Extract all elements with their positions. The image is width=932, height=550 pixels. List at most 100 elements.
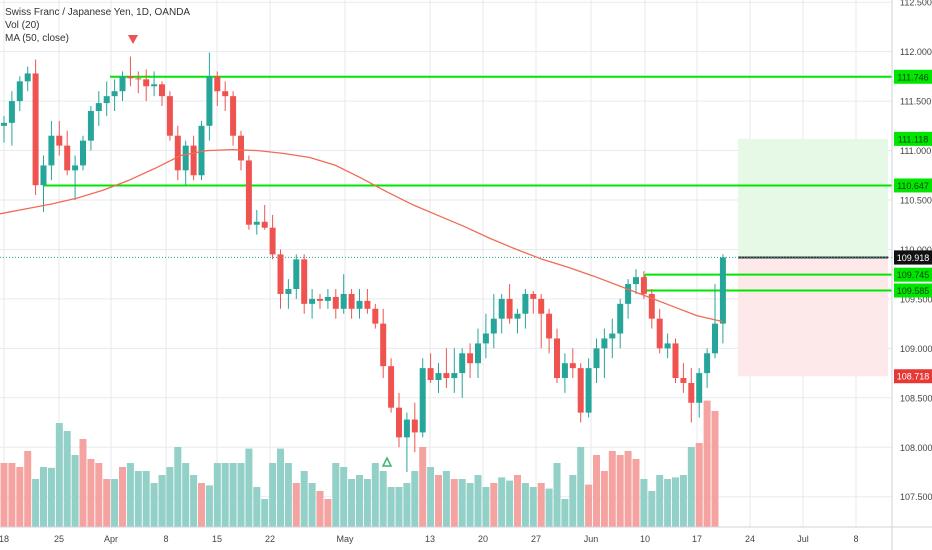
volume-bar [490,483,498,527]
candle-body [696,373,703,403]
volume-bar [395,487,403,527]
volume-bar [198,483,205,527]
chart-legend: Swiss Franc / Japanese Yen, 1D, OANDA Vo… [5,6,190,45]
volume-bar [0,463,8,527]
candle-body [56,135,63,146]
time-tick-label: 8 [853,534,858,544]
candle-body [498,298,505,319]
candle-body [32,73,39,186]
price-tag-label: 109.918 [897,253,930,263]
volume-bar [150,483,158,527]
volume-indicator-label[interactable]: Vol (20) [5,20,40,31]
volume-bar [134,471,142,527]
price-axis[interactable]: 107.500 108.000 108.500 109.000 109.500 110.0… [891,0,932,550]
buy-signal-arrow [381,456,393,467]
time-tick-label: 24 [745,534,755,544]
volume-bar [648,491,656,527]
volume-bar [672,477,679,527]
candle-body [372,308,379,324]
candle-body [506,298,513,319]
time-tick-label: 10 [640,534,650,544]
price-tag-bg [894,369,932,384]
volume-bar [182,463,190,527]
candle-body [490,318,497,334]
candle-body [245,160,252,225]
volume-bar [687,447,695,527]
time-tick-label: Apr [104,534,118,544]
price-tag-label: 109.745 [897,270,930,280]
candle-body [459,353,466,374]
candle-body [451,373,458,379]
volume-bar [371,463,379,527]
candle-body [569,363,576,369]
horizontal-levels[interactable] [44,75,892,292]
candle-body [135,78,142,80]
time-axis[interactable]: 18 25 Apr 8 15 22 May 13 20 27 Jun 10 17 24 Jul 8 [0,526,932,544]
volume-bar [190,475,198,527]
volume-bar [229,463,237,527]
candle-body [143,79,150,87]
candle-body [166,96,173,136]
symbol-title[interactable]: Swiss Franc / Japanese Yen, 1D, OANDA [5,7,191,18]
volume-bar [616,455,624,527]
candle-body [633,277,639,285]
price-tag-bg [894,131,932,146]
volume-bar [703,400,711,527]
target-zone [738,138,888,258]
volume-bar [466,483,474,527]
volume-bar [363,479,371,527]
volume-bar [482,487,490,527]
moving-average-label[interactable]: MA (50, close) [5,33,69,44]
candle-body [672,343,679,379]
candle-body [230,96,237,136]
candle-body [522,293,529,314]
volume-bar [600,471,608,527]
price-tag-label: 109.585 [897,286,930,296]
volume-bar [269,463,277,527]
price-tag-label: 108.718 [897,372,930,382]
candle-body [159,84,165,97]
candle-body [712,323,718,354]
volume-bar [332,463,340,527]
volume-bar [95,463,103,527]
price-tag-bg [894,178,932,193]
volume-bar [324,499,332,527]
price-tick-label: 112.000 [900,47,932,57]
sell-signal-arrow [128,35,138,44]
volume-bar [79,439,87,527]
candle-body [340,293,347,309]
candle-body [332,296,339,309]
volume-bar [624,451,632,527]
candle-body [317,298,323,301]
volume-bar [387,487,395,527]
volume-bar [411,471,419,527]
price-tick-label: 109.500 [900,294,932,304]
volume-bar [569,475,577,527]
volume-bar [348,479,356,527]
price-tag-bg [894,267,932,282]
candle-body [24,73,31,82]
volume-bars [0,400,719,527]
candle-body [182,145,189,171]
time-tick-label: 8 [163,534,168,544]
volume-bar [40,467,47,527]
candle-body [64,145,71,171]
moving-average-line [0,148,724,323]
candle-body [277,254,284,294]
volume-bar [577,447,585,527]
candle-body [554,338,560,379]
candle-body [301,259,308,304]
candle-body [609,333,616,339]
candle-body [253,221,260,225]
candle-body [475,343,481,364]
time-tick-label: 27 [531,534,541,544]
time-tick-label: 15 [212,534,222,544]
candle-body [546,313,553,339]
candle-body [87,110,94,141]
candle-body [719,257,726,324]
price-tick-label: 108.500 [900,393,932,403]
candle-body [435,373,442,380]
volume-bar [340,467,348,527]
signal-markers [128,35,393,467]
